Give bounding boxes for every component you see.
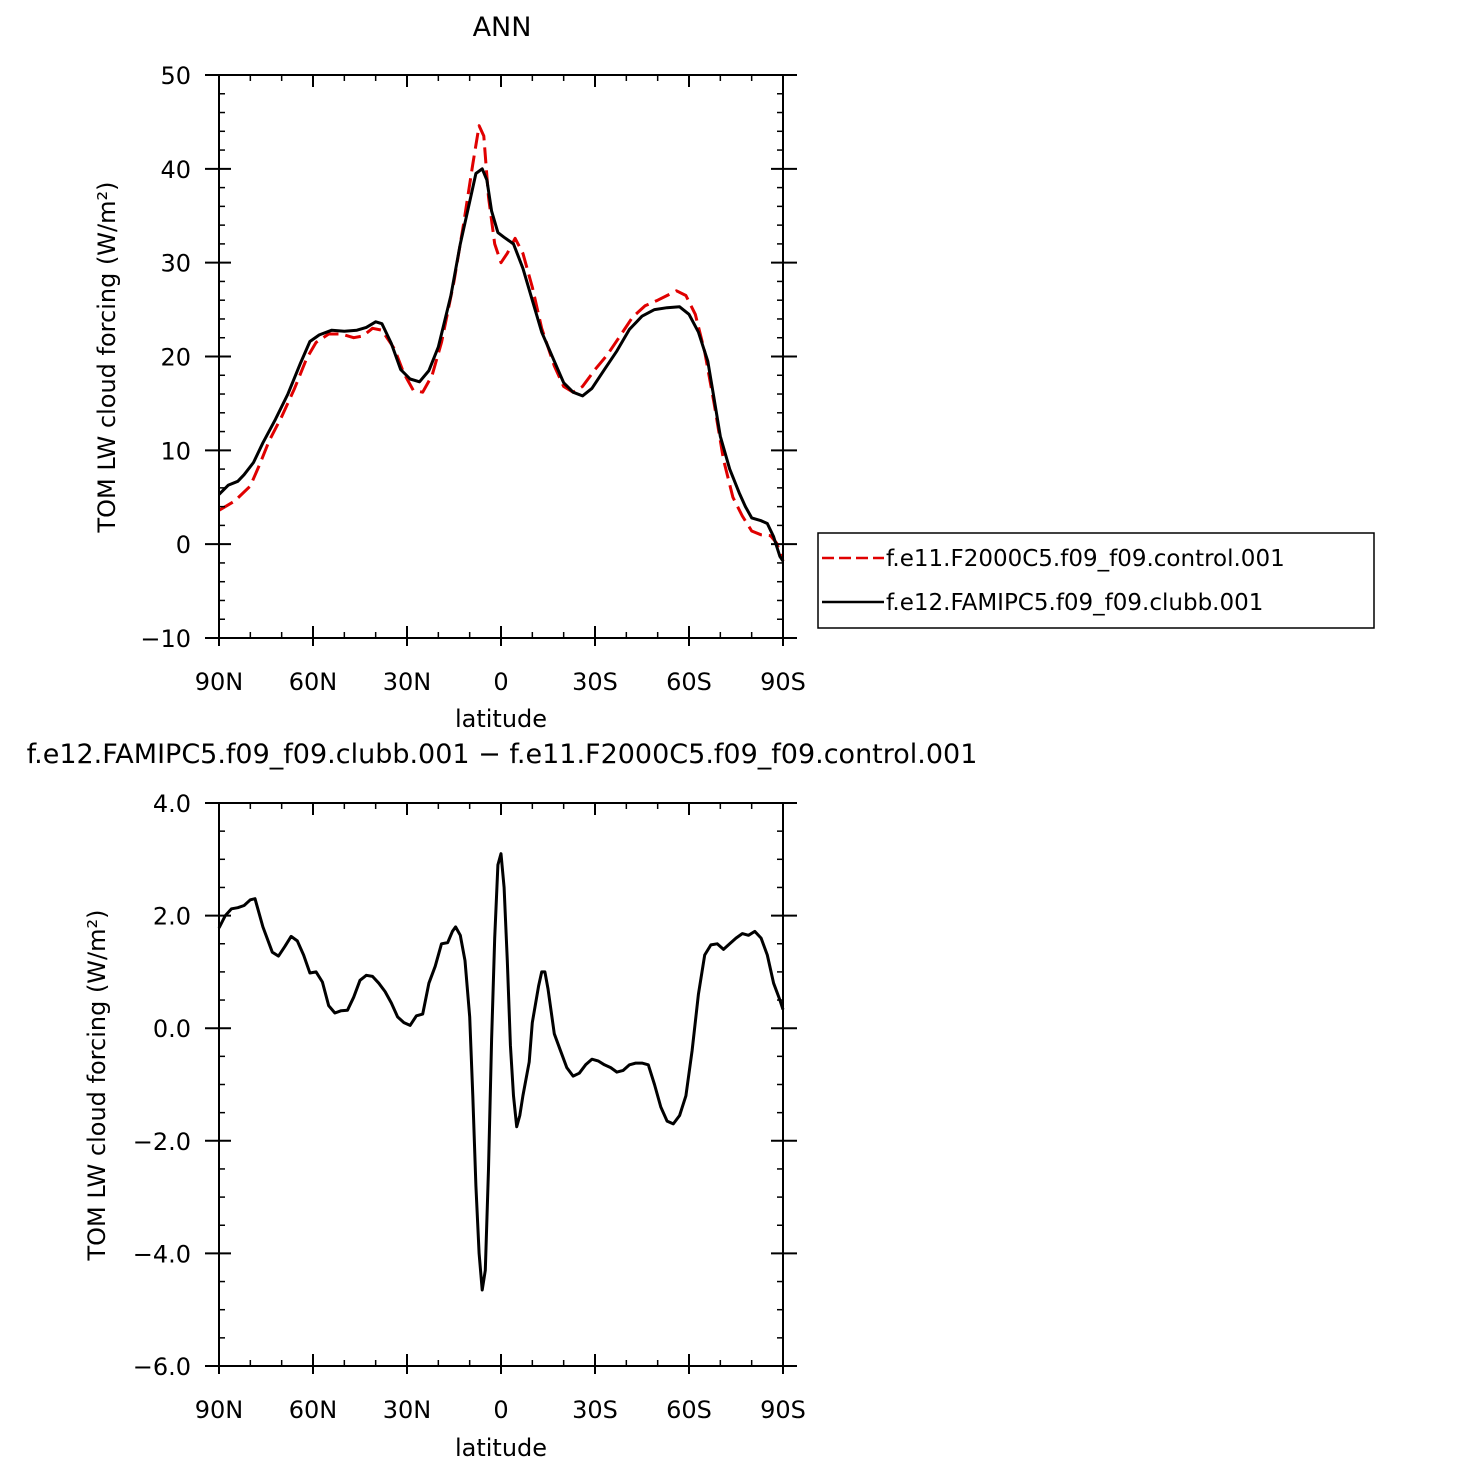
top-x-axis-title: latitude	[455, 705, 547, 733]
top-y-tick-label: 0	[176, 531, 191, 559]
bottom-x-axis-title: latitude	[455, 1434, 547, 1462]
bottom-x-tick-label: 90S	[760, 1396, 806, 1424]
bottom-y-axis-title: TOM LW cloud forcing (W/m²)	[83, 910, 111, 1262]
top-y-tick-label: −10	[140, 625, 191, 653]
legend-box	[817, 532, 1375, 629]
legend-label-control: f.e11.F2000C5.f09_f09.control.001	[886, 546, 1285, 572]
top-panel: ANN 90N 60N 30N 0 30S 60S 90S −10 0 10 20 30 40 50 la…	[93, 12, 1375, 733]
bottom-x-tick-label: 30N	[383, 1396, 432, 1424]
top-y-tick-label: 50	[160, 62, 191, 90]
bottom-y-tick-label: −4.0	[133, 1240, 191, 1268]
top-x-tick-label: 30N	[383, 668, 432, 696]
bottom-x-tick-label: 60S	[666, 1396, 712, 1424]
top-x-tick-label: 90N	[195, 668, 244, 696]
legend: f.e11.F2000C5.f09_f09.control.001 f.e12.…	[817, 532, 1375, 629]
top-y-axis-title: TOM LW cloud forcing (W/m²)	[93, 182, 121, 534]
top-y-tick-label: 10	[160, 437, 191, 465]
top-y-tick-label: 40	[160, 156, 191, 184]
top-y-tick-label: 20	[160, 344, 191, 372]
bottom-ticks-layer	[205, 802, 797, 1374]
top-series-line-1	[217, 167, 785, 562]
bottom-tick-labels-layer: 90N 60N 30N 0 30S 60S 90S −6.0 −4.0 −2.0 0.0 2.0 4.0	[133, 790, 806, 1424]
bottom-y-tick-label: 2.0	[153, 903, 191, 931]
top-ticks-layer	[205, 74, 797, 646]
legend-label-clubb: f.e12.FAMIPC5.f09_f09.clubb.001	[886, 590, 1263, 616]
bottom-x-tick-label: 60N	[289, 1396, 338, 1424]
top-panel-title: ANN	[473, 12, 532, 43]
top-x-tick-label: 60N	[289, 668, 338, 696]
bottom-series-line-0	[217, 852, 785, 1292]
top-x-tick-label: 30S	[572, 668, 618, 696]
bottom-panel-title: f.e12.FAMIPC5.f09_f09.clubb.001 − f.e11.…	[27, 739, 978, 770]
top-series-layer	[217, 124, 785, 562]
bottom-panel: f.e12.FAMIPC5.f09_f09.clubb.001 − f.e11.…	[27, 739, 978, 1462]
top-x-tick-label: 0	[493, 668, 508, 696]
bottom-y-tick-label: 4.0	[153, 790, 191, 818]
bottom-y-tick-label: −6.0	[133, 1353, 191, 1381]
top-x-tick-label: 90S	[760, 668, 806, 696]
bottom-y-tick-label: 0.0	[153, 1015, 191, 1043]
top-y-tick-label: 30	[160, 250, 191, 278]
top-tick-labels-layer: 90N 60N 30N 0 30S 60S 90S −10 0 10 20 30 40 50	[140, 62, 806, 696]
bottom-plot-frame	[218, 802, 784, 1367]
top-series-line-0	[218, 124, 785, 562]
bottom-x-tick-label: 30S	[572, 1396, 618, 1424]
bottom-y-tick-label: −2.0	[133, 1128, 191, 1156]
top-x-tick-label: 60S	[666, 668, 712, 696]
bottom-series-layer	[217, 852, 785, 1292]
bottom-x-tick-label: 90N	[195, 1396, 244, 1424]
bottom-x-tick-label: 0	[493, 1396, 508, 1424]
